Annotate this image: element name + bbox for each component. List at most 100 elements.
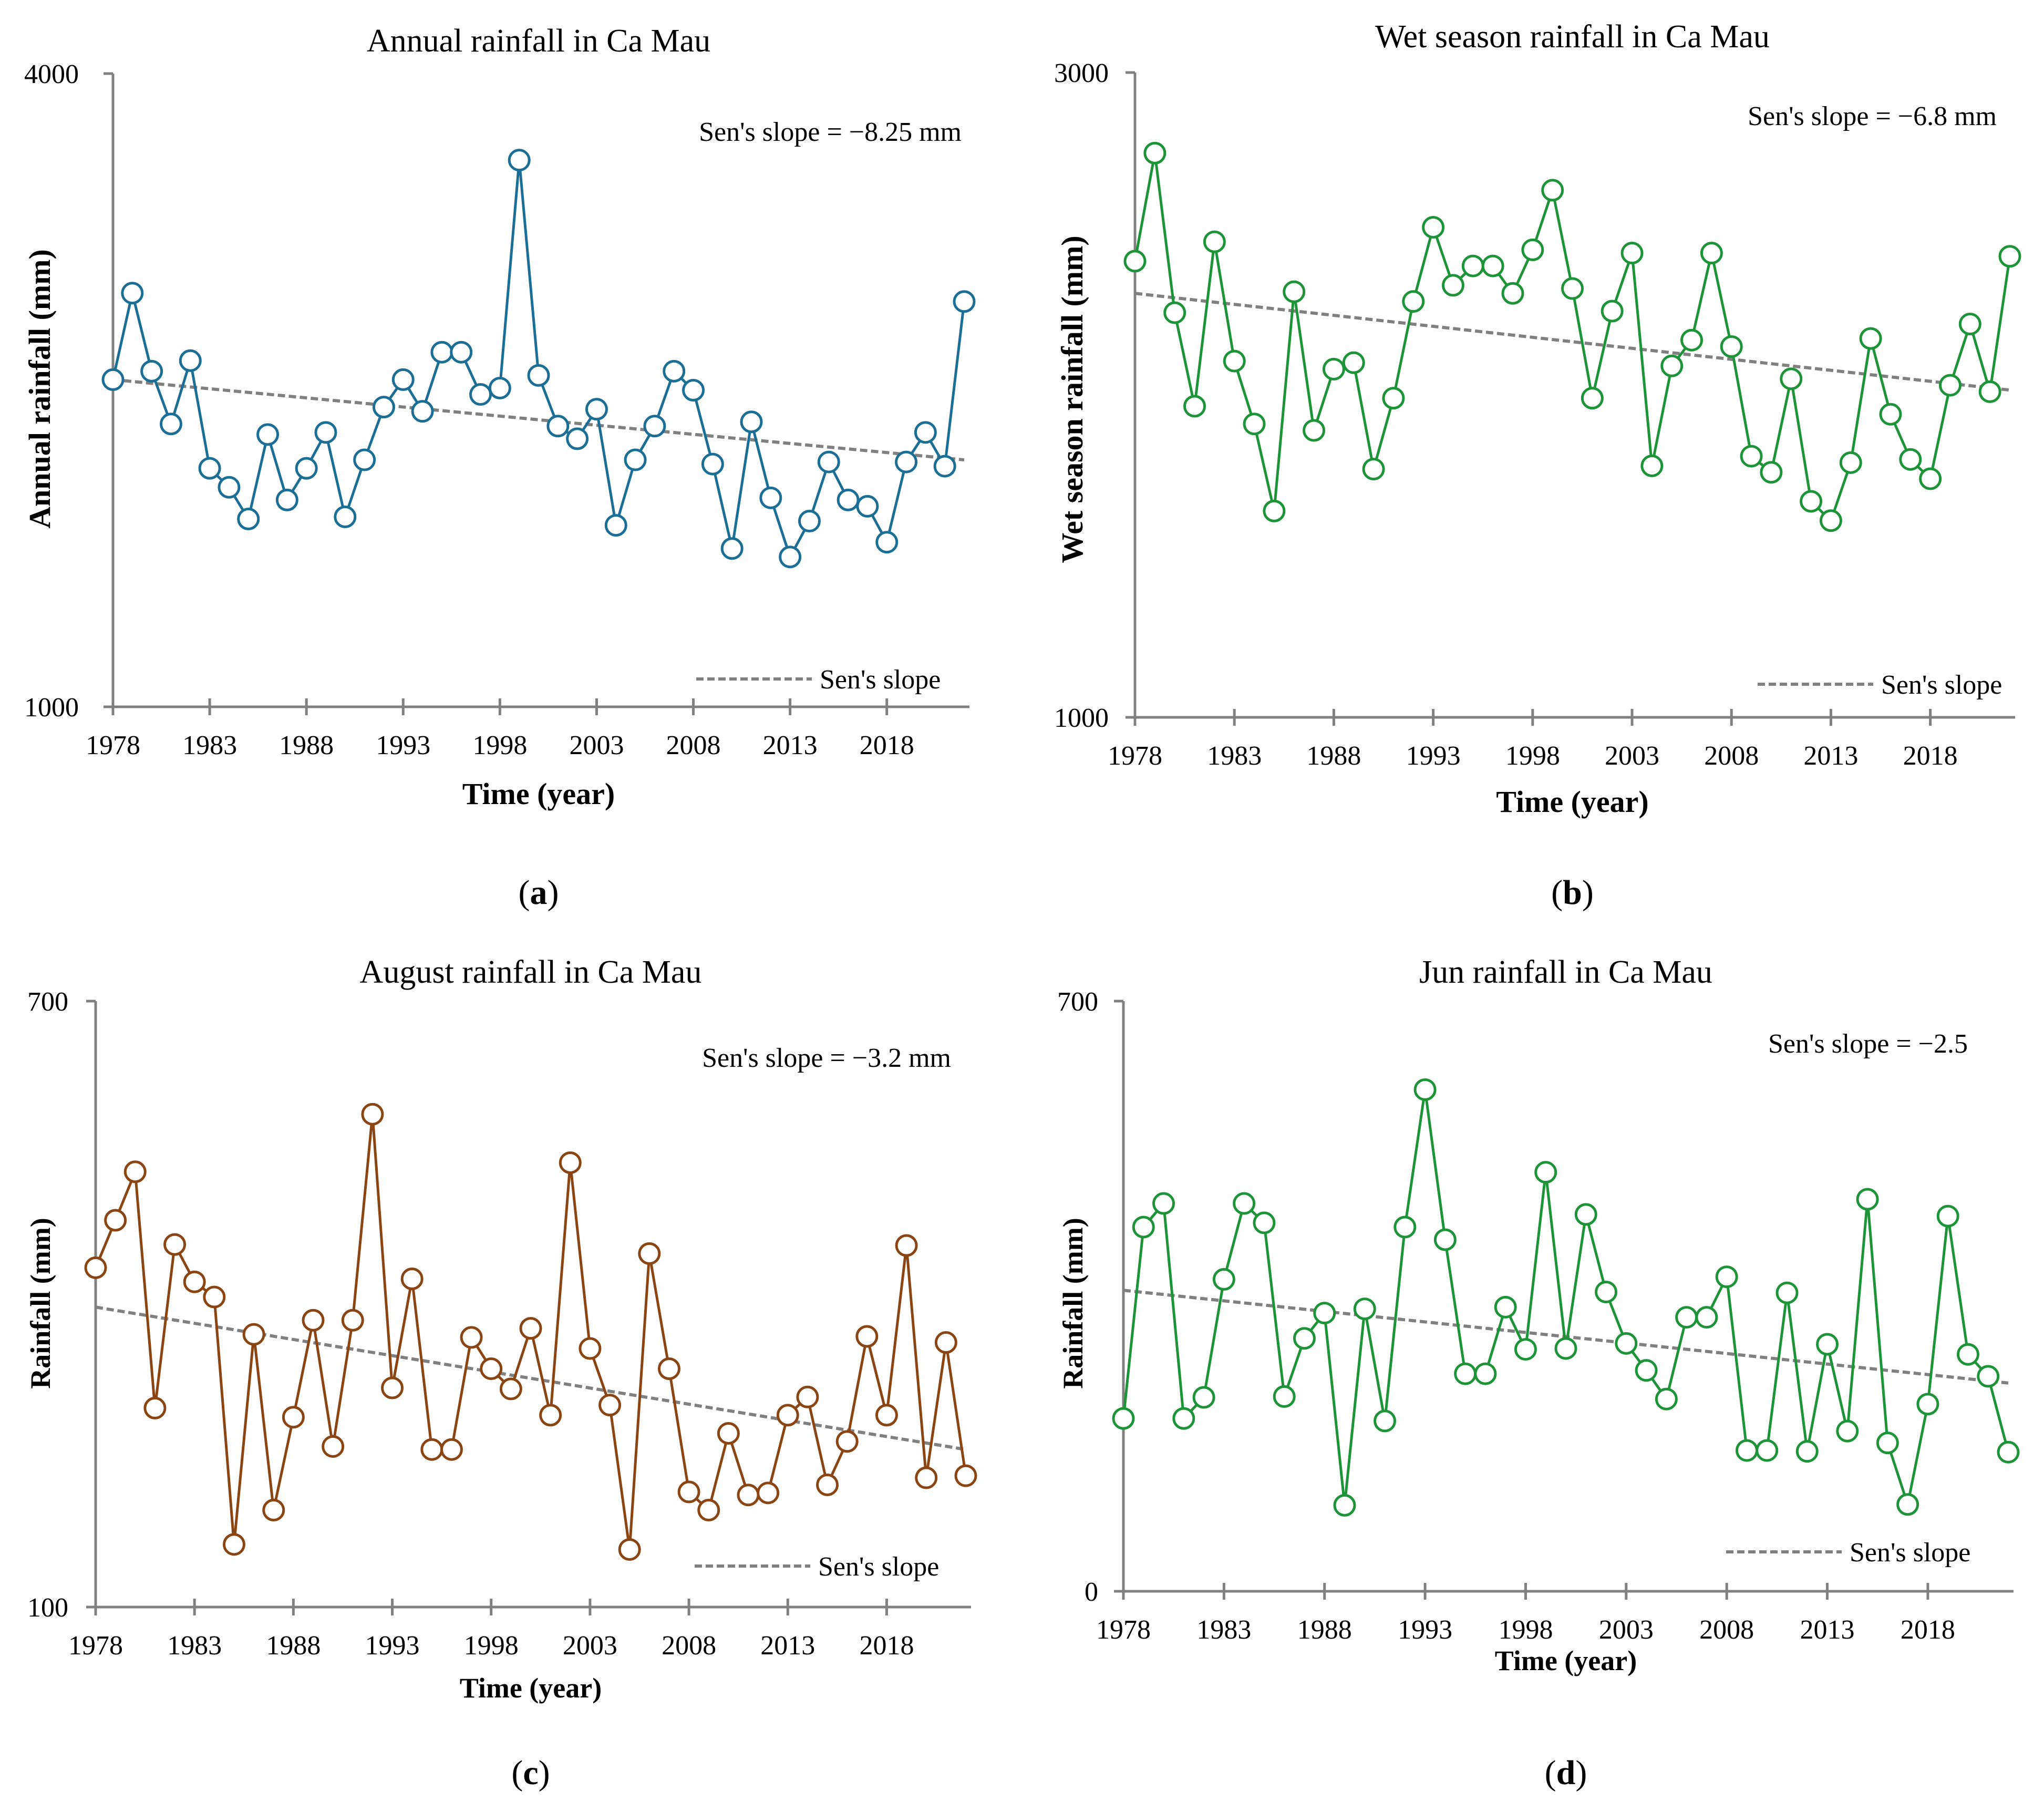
x-tick-label: 1998: [472, 730, 527, 760]
data-point-2010: [1760, 461, 1783, 484]
x-tick-label: 1988: [266, 1631, 321, 1661]
data-point-2008: [1720, 335, 1743, 358]
data-point-2001: [1574, 1203, 1597, 1226]
data-point-2021: [1977, 1365, 2000, 1388]
x-tick-label: 1983: [1196, 1615, 1251, 1645]
data-point-2018: [875, 1404, 898, 1427]
x-tick-label: 2013: [1800, 1615, 1855, 1645]
series-line: [111, 160, 966, 561]
data-point-2014: [1839, 451, 1862, 474]
y-axis-label: Rainfall (mm): [25, 1218, 56, 1388]
data-point-2001: [546, 415, 570, 438]
data-point-1978: [84, 1256, 107, 1279]
data-point-2016: [1879, 403, 1902, 426]
data-point-2005: [1660, 354, 1684, 377]
data-point-2019: [1938, 374, 1962, 397]
data-point-2008: [682, 379, 705, 401]
data-point-2012: [1795, 1440, 1819, 1463]
data-point-1983: [183, 1270, 206, 1293]
data-point-2009: [701, 452, 724, 476]
data-point-2014: [1836, 1419, 1859, 1443]
data-point-1994: [1433, 1228, 1457, 1251]
data-point-2002: [1601, 300, 1624, 323]
data-point-1991: [341, 1309, 364, 1332]
data-point-1992: [1402, 290, 1425, 313]
x-tick-label: 1978: [1108, 741, 1162, 771]
data-point-1979: [121, 282, 144, 305]
chart-title: Jun rainfall in Ca Mau: [1419, 954, 1712, 990]
data-point-1994: [400, 1267, 424, 1290]
data-point-1990: [1362, 458, 1385, 481]
data-point-1982: [179, 349, 202, 372]
data-point-1999: [1534, 1161, 1557, 1184]
data-point-2008: [677, 1480, 700, 1504]
data-point-1985: [1253, 1211, 1276, 1234]
x-tick-label: 2003: [1605, 741, 1659, 771]
data-point-2009: [1735, 1439, 1758, 1462]
chart-panel-c: 100 700 1978 1983 1988 1993 1998 2003 2008 2013 20…: [25, 954, 977, 1792]
x-tick-label: 1998: [1505, 741, 1560, 771]
data-point-2011: [1780, 367, 1803, 390]
data-point-1986: [256, 423, 280, 446]
data-point-1986: [1273, 1385, 1296, 1408]
x-tick-label: 2003: [569, 730, 624, 760]
data-point-2000: [1554, 1337, 1577, 1360]
panel-label: (d): [1545, 1754, 1587, 1792]
x-tick-label: 2013: [760, 1631, 815, 1661]
y-tick-label: 0: [1085, 1577, 1098, 1607]
data-point-1996: [1481, 254, 1504, 277]
y-tick-label: 4000: [24, 59, 79, 89]
x-tick-label: 1993: [376, 730, 430, 760]
data-point-2013: [776, 1404, 799, 1427]
data-point-1989: [302, 1309, 325, 1332]
x-tick-label: 1998: [1498, 1615, 1553, 1645]
data-point-1993: [391, 368, 415, 391]
x-tick-label: 2018: [1903, 741, 1958, 771]
legend-label: Sen's slope: [820, 665, 941, 695]
data-point-2021: [1978, 380, 2001, 403]
data-point-1979: [1132, 1216, 1155, 1239]
x-tick-label: 1993: [1406, 741, 1461, 771]
chart-panel-a: 1000 4000 1978 1983 1988 1993 1998 2003 2008 2013…: [23, 23, 976, 912]
x-tick-label: 2018: [859, 1631, 914, 1661]
data-point-1985: [222, 1533, 245, 1556]
data-point-1983: [1212, 1268, 1235, 1291]
data-point-1978: [101, 368, 125, 391]
data-point-1995: [1454, 1362, 1477, 1385]
data-point-2003: [585, 398, 608, 421]
data-point-2002: [559, 1151, 582, 1174]
data-point-1981: [1183, 395, 1206, 418]
data-point-2013: [1816, 1333, 1839, 1356]
data-point-1992: [361, 1103, 384, 1126]
data-point-2020: [915, 1466, 938, 1489]
x-tick-label: 1988: [1297, 1615, 1352, 1645]
data-point-2014: [796, 1385, 819, 1408]
data-point-1987: [1293, 1327, 1316, 1350]
data-point-2003: [579, 1337, 602, 1360]
data-point-1980: [1163, 301, 1186, 324]
data-point-2004: [604, 514, 627, 537]
data-point-1991: [353, 448, 376, 471]
slope-annotation: Sen's slope = −6.8 mm: [1748, 101, 1997, 131]
chart-panel-d: 0 700 1978 1983 1988 1993 1998 2003 2008 2013 2018…: [1057, 954, 2020, 1792]
data-point-1992: [372, 396, 395, 419]
y-tick-label: 1000: [24, 693, 79, 723]
data-point-2017: [1896, 1493, 1919, 1516]
sens-slope-trend-line: [95, 1305, 966, 1451]
y-axis-label: Annual rainfall (mm): [23, 249, 57, 529]
x-tick-label: 1983: [167, 1631, 222, 1661]
data-point-2000: [1561, 277, 1584, 300]
y-axis-label: Wet season rainfall (mm): [1055, 235, 1089, 563]
data-point-1981: [159, 413, 182, 436]
chart-title: Wet season rainfall in Ca Mau: [1375, 19, 1770, 55]
data-point-2012: [759, 486, 782, 509]
data-point-1990: [322, 1435, 345, 1458]
data-point-2001: [539, 1404, 562, 1427]
data-point-2019: [1936, 1204, 1959, 1228]
legend-label: Sen's slope: [1881, 670, 2002, 700]
data-point-2007: [1695, 1306, 1718, 1329]
data-point-2020: [1956, 1343, 1979, 1366]
x-tick-label: 1993: [1398, 1615, 1452, 1645]
data-point-1980: [123, 1160, 147, 1183]
